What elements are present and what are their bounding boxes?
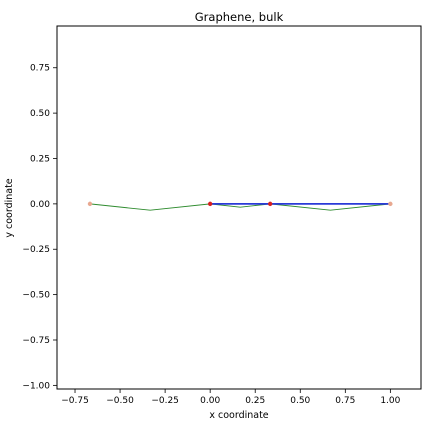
- series-point-3: [87, 201, 93, 207]
- y-tick-label: 0.75: [30, 64, 50, 74]
- x-tick-label: −0.75: [61, 396, 89, 406]
- x-tick-label: 1.00: [380, 396, 400, 406]
- y-tick-label: 0.00: [30, 200, 50, 210]
- x-tick-label: −0.25: [151, 396, 179, 406]
- x-tick-label: 0.50: [290, 396, 310, 406]
- x-tick-label: −0.50: [106, 396, 134, 406]
- series-point-4: [207, 201, 213, 207]
- y-tick-label: −0.25: [22, 245, 50, 255]
- y-tick-label: −0.75: [22, 336, 50, 346]
- x-axis-ticks: −0.75 −0.50 −0.25 0.00 0.25 0.50 0.75 1.00: [61, 389, 401, 406]
- y-tick-label: 0.50: [30, 109, 50, 119]
- y-tick-label: 0.25: [30, 154, 50, 164]
- y-axis-ticks: 0.75 0.50 0.25 0.00 −0.25 −0.50 −0.75 −1.00: [22, 64, 57, 391]
- plot-frame: [56, 25, 422, 390]
- series-layer: [87, 201, 393, 211]
- x-tick-label: 0.00: [200, 396, 220, 406]
- series-line-0: [89, 203, 391, 211]
- series-point-3: [388, 201, 393, 207]
- series-point-4: [267, 201, 273, 207]
- x-tick-label: 0.25: [245, 396, 265, 406]
- chart-title: Graphene, bulk: [195, 10, 284, 24]
- y-tick-label: −1.00: [22, 381, 50, 391]
- x-axis-label: x coordinate: [209, 410, 268, 421]
- y-tick-label: −0.50: [22, 291, 50, 301]
- x-tick-label: 0.75: [335, 396, 355, 406]
- y-axis-label: y coordinate: [4, 178, 15, 237]
